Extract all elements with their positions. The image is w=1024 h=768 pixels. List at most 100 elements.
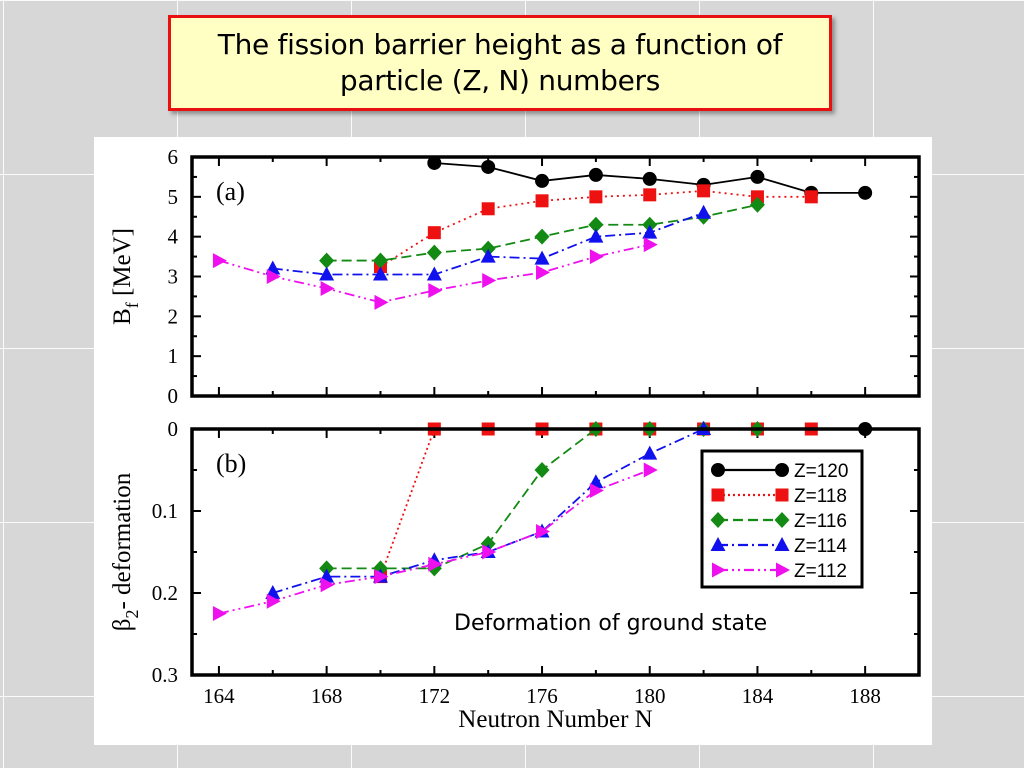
slide-title-box: The fission barrier height as a function… [168, 15, 832, 111]
y-tick-label: 0.2 [152, 581, 178, 605]
data-point [319, 266, 335, 281]
panel-a-barrier-height: 0 1 2 3 4 5 6 (a) Bf [MeV] [109, 145, 921, 408]
panel-label: (b) [216, 449, 246, 478]
data-point [481, 159, 496, 174]
data-point [319, 560, 335, 577]
y-tick-label: 3 [168, 265, 179, 289]
slide-title-line2: particle (Z, N) numbers [339, 64, 661, 97]
data-point [372, 266, 388, 281]
data-point [427, 155, 442, 170]
x-tick-label: 176 [526, 684, 558, 708]
x-tick-label: 184 [742, 684, 774, 708]
data-point [858, 185, 873, 200]
data-point [374, 294, 389, 310]
x-tick-label: 168 [311, 684, 343, 708]
series-z-114 [265, 421, 712, 599]
data-point [212, 606, 227, 621]
data-point [534, 228, 550, 245]
data-point [534, 462, 550, 478]
y-tick-label: 6 [168, 145, 179, 169]
slide-title: The fission barrier height as a function… [217, 27, 783, 99]
y-tick-label: 2 [168, 304, 179, 328]
data-point [643, 188, 657, 202]
y-tick-label: 0 [168, 384, 179, 408]
figure: 0 1 2 3 4 5 6 (a) Bf [MeV] 0 0.1 0.2 0.3 (b) β2- defor… [94, 137, 932, 745]
data-point [588, 216, 604, 233]
series-z-112 [212, 237, 658, 310]
slide-title-line1: The fission barrier height as a function… [217, 28, 783, 61]
fission-barrier-chart: 0 1 2 3 4 5 6 (a) Bf [MeV] 0 0.1 0.2 0.3 (b) β2- defor… [109, 145, 921, 733]
y-tick-label: 0 [168, 417, 179, 441]
data-point [588, 167, 603, 182]
x-tick-label: 164 [203, 684, 235, 708]
legend-marker [710, 537, 726, 551]
data-point [428, 282, 443, 298]
data-point [642, 171, 657, 186]
plot-frame [190, 427, 921, 677]
data-point [749, 196, 765, 213]
data-point [697, 184, 711, 198]
data-point [535, 173, 550, 188]
legend-label: Z=114 [794, 536, 847, 557]
series-line [272, 428, 704, 594]
legend-marker [710, 512, 726, 528]
legend-label: Z=118 [794, 486, 847, 507]
data-point [642, 445, 658, 460]
data-point [536, 524, 551, 539]
legend-label: Z=112 [794, 561, 847, 582]
y-tick-label: 4 [168, 225, 179, 249]
legend-marker [776, 562, 790, 578]
x-tick-label: 172 [419, 684, 451, 708]
data-point [266, 269, 281, 284]
data-point [481, 202, 495, 216]
data-point [589, 249, 604, 265]
y-tick-label: 0.3 [152, 663, 178, 687]
data-point [266, 593, 281, 609]
deformation-annotation: Deformation of ground state [454, 611, 767, 636]
legend-label: Z=116 [794, 511, 847, 532]
y-tick-label: 1 [168, 344, 179, 368]
y-tick-label: 5 [168, 185, 179, 209]
data-point [212, 253, 227, 269]
data-point [319, 252, 335, 269]
legend-marker [774, 512, 790, 528]
data-point [426, 244, 442, 261]
legend-marker [711, 488, 725, 502]
plot-frame [190, 155, 921, 398]
panel-b-deformation: 0 0.1 0.2 0.3 (b) β2- deformation [109, 417, 921, 687]
data-point [696, 204, 712, 219]
x-tick-label: 180 [634, 684, 666, 708]
legend-marker [775, 488, 789, 502]
series-line [272, 211, 704, 276]
data-point [589, 483, 604, 498]
panel-label: (a) [216, 177, 245, 206]
data-point [588, 228, 604, 243]
legend-marker [711, 463, 725, 477]
legend-label: Z=120 [794, 461, 848, 482]
data-point [750, 169, 765, 184]
data-point [535, 194, 549, 208]
data-point [320, 577, 335, 593]
data-point [372, 560, 388, 577]
data-point [426, 266, 442, 281]
data-point [428, 556, 443, 572]
legend-marker [774, 537, 790, 551]
y-axis-label: β2- deformation [109, 472, 142, 631]
data-point [804, 190, 818, 204]
series-z-112 [212, 462, 658, 621]
legend-marker [712, 562, 726, 578]
x-tick-label: 188 [849, 684, 881, 708]
data-point [374, 569, 389, 585]
data-point [480, 248, 496, 263]
y-axis-label: Bf [MeV] [109, 228, 142, 325]
series-line [218, 469, 651, 615]
data-point [320, 280, 335, 296]
data-point [643, 462, 658, 478]
data-point [536, 265, 551, 281]
data-point [534, 250, 550, 265]
x-axis-label: Neutron Number N [458, 706, 652, 733]
legend: Z=120 Z=118 Z=116 Z=114 Z=112 [700, 449, 864, 589]
legend-marker [775, 463, 789, 477]
data-point [482, 544, 497, 560]
data-point [642, 224, 658, 239]
